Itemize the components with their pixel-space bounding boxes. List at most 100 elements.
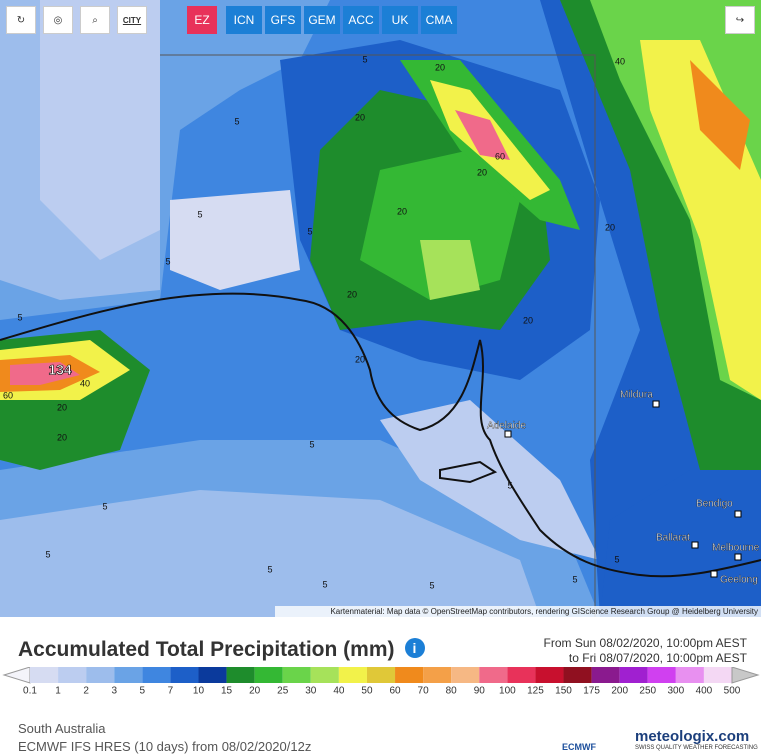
city-marker bbox=[734, 553, 742, 561]
legend-label: 250 bbox=[639, 686, 656, 697]
legend-swatch bbox=[479, 667, 508, 683]
legend-swatch bbox=[563, 667, 592, 683]
legend-label: 175 bbox=[583, 686, 600, 697]
city-label: Ballarat bbox=[656, 533, 690, 544]
legend-label: 50 bbox=[361, 686, 373, 697]
date-from: From Sun 08/02/2020, 10:00pm AEST bbox=[543, 636, 747, 650]
legend-label: 0.1 bbox=[23, 686, 37, 697]
legend-label: 300 bbox=[667, 686, 684, 697]
legend-label: 7 bbox=[168, 686, 174, 697]
legend-swatch bbox=[395, 667, 424, 683]
legend-label: 60 bbox=[389, 686, 401, 697]
contour-label: 20 bbox=[605, 222, 615, 232]
region: South Australia bbox=[18, 721, 106, 736]
attribution: Kartenmaterial: Map data © OpenStreetMap… bbox=[330, 607, 758, 616]
contour-label: 20 bbox=[355, 354, 365, 364]
contour-label: 5 bbox=[309, 439, 314, 449]
legend-swatch bbox=[366, 667, 396, 683]
city-marker bbox=[710, 570, 718, 578]
title-text: Accumulated Total Precipitation (mm) bbox=[18, 638, 395, 661]
city-label: Melbourne bbox=[712, 543, 760, 554]
contour-label: 5 bbox=[102, 501, 107, 511]
model-button[interactable]: UK bbox=[382, 6, 418, 34]
contour-label: 5 bbox=[507, 480, 512, 490]
contour-label: 5 bbox=[17, 312, 22, 322]
legend-swatch bbox=[310, 667, 339, 683]
legend-label: 500 bbox=[724, 686, 741, 697]
legend-label: 400 bbox=[696, 686, 713, 697]
legend-label: 3 bbox=[111, 686, 117, 697]
legend-swatch bbox=[114, 667, 143, 683]
model-button[interactable]: ICN bbox=[226, 6, 262, 34]
legend-label: 80 bbox=[446, 686, 458, 697]
refresh-button[interactable]: ↻ bbox=[6, 6, 36, 34]
location-button[interactable]: ◎ bbox=[43, 6, 73, 34]
date-to: to Fri 08/07/2020, 10:00pm AEST bbox=[568, 651, 747, 665]
legend-label: 150 bbox=[555, 686, 572, 697]
map: 5 5 5 5 5 5 20 20 20 20 60 20 20 20 40 20 40 20 20 60 5 5 5 5 5 5… bbox=[0, 0, 761, 617]
legend-label: 200 bbox=[611, 686, 628, 697]
contour-label: 20 bbox=[435, 62, 445, 72]
city-label: Geelong bbox=[720, 575, 758, 586]
contour-label: 20 bbox=[397, 206, 407, 216]
contour-label: 5 bbox=[45, 549, 50, 559]
contour-label: 20 bbox=[57, 402, 67, 412]
model-button[interactable]: ACC bbox=[343, 6, 379, 34]
zoom-button[interactable]: ⌕ bbox=[80, 6, 110, 34]
legend-arrow-low bbox=[2, 667, 31, 684]
contour-label: 5 bbox=[197, 209, 202, 219]
legend-swatch bbox=[226, 667, 255, 683]
legend-title: Accumulated Total Precipitation (mm) i bbox=[18, 638, 425, 662]
legend-label: 25 bbox=[277, 686, 289, 697]
city-label: Mildura bbox=[620, 390, 653, 401]
legend-swatch bbox=[507, 667, 536, 683]
model-button[interactable]: CMA bbox=[421, 6, 457, 34]
legend-swatch bbox=[619, 667, 648, 683]
tagline: SWISS QUALITY WEATHER FORECASTING bbox=[635, 745, 758, 751]
city-marker bbox=[504, 430, 512, 438]
contour-label: 40 bbox=[80, 378, 90, 388]
legend-label: 100 bbox=[499, 686, 516, 697]
legend-label: 1 bbox=[55, 686, 61, 697]
contour-label: 5 bbox=[307, 226, 312, 236]
model-button[interactable]: GFS bbox=[265, 6, 301, 34]
contour-label: 5 bbox=[429, 580, 434, 590]
contour-label: 60 bbox=[495, 151, 505, 161]
legend-label: 40 bbox=[333, 686, 345, 697]
legend-swatch bbox=[703, 667, 732, 683]
contour-label: 5 bbox=[165, 256, 170, 266]
legend-swatch bbox=[675, 667, 704, 683]
model-button[interactable]: GEM bbox=[304, 6, 340, 34]
contour-label: 5 bbox=[322, 579, 327, 589]
info-icon[interactable]: i bbox=[404, 638, 425, 658]
city-label: Bendigo bbox=[696, 499, 733, 510]
legend-swatch bbox=[58, 667, 87, 683]
contour-label: 60 bbox=[3, 390, 13, 400]
legend-arrow-high bbox=[731, 667, 760, 684]
brand: meteologix.com bbox=[635, 728, 750, 745]
legend-swatch bbox=[198, 667, 227, 683]
contour-label: 20 bbox=[347, 289, 357, 299]
city-label: Adelaide bbox=[487, 421, 526, 432]
contour-label: 5 bbox=[572, 574, 577, 584]
legend-swatch bbox=[282, 667, 311, 683]
city-button[interactable]: CITY bbox=[117, 6, 147, 34]
legend-swatch bbox=[142, 667, 171, 683]
contour-label: 5 bbox=[267, 564, 272, 574]
share-button[interactable]: ↪ bbox=[725, 6, 755, 34]
model-button[interactable]: EZ bbox=[187, 6, 217, 34]
max-value: 134 bbox=[48, 362, 72, 378]
legend-swatch bbox=[254, 667, 283, 683]
model-run: ECMWF IFS HRES (10 days) from 08/02/2020… bbox=[18, 739, 312, 754]
legend-label: 30 bbox=[305, 686, 317, 697]
legend-label: 125 bbox=[527, 686, 544, 697]
legend-swatch bbox=[535, 667, 564, 683]
legend-swatch bbox=[647, 667, 676, 683]
contour-label: 20 bbox=[477, 167, 487, 177]
ecmwf-logo: ECMWF bbox=[562, 742, 596, 752]
legend-label: 5 bbox=[140, 686, 146, 697]
legend-label: 20 bbox=[249, 686, 261, 697]
contour-label: 20 bbox=[57, 432, 67, 442]
legend-label: 10 bbox=[193, 686, 205, 697]
